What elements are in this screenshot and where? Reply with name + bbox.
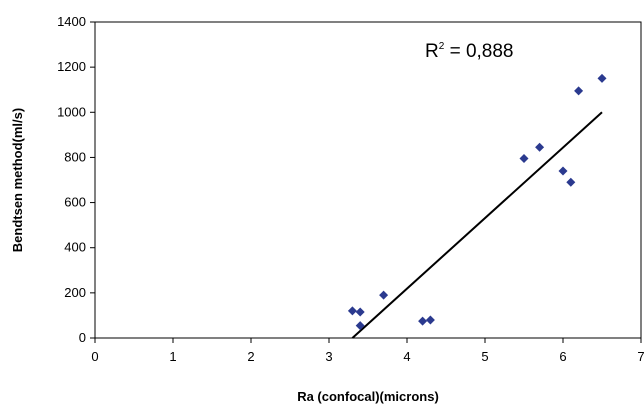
x-tick-label: 0: [91, 349, 98, 364]
r-squared-annotation: R2 = 0,888: [425, 41, 514, 62]
data-point: [566, 177, 576, 187]
y-tick-label: 0: [79, 330, 86, 345]
data-point: [535, 142, 545, 152]
data-point: [597, 73, 607, 83]
data-point: [558, 166, 568, 176]
data-point: [519, 154, 529, 164]
data-point: [347, 306, 357, 316]
points-layer: [347, 73, 607, 331]
y-tick-label: 800: [64, 149, 86, 164]
data-point: [355, 307, 365, 317]
r-squared-value: = 0,888: [444, 41, 513, 62]
x-axis-title: Ra (confocal)(microns): [297, 389, 439, 404]
data-point: [379, 290, 389, 300]
y-axis-title: Bendtsen method(ml/s): [10, 108, 25, 252]
data-point: [425, 315, 435, 325]
y-tick-label: 1200: [57, 59, 86, 74]
y-tick-label: 1400: [57, 14, 86, 29]
y-tick-label: 400: [64, 240, 86, 255]
data-point: [355, 321, 365, 331]
r-squared-superscript: 2: [439, 41, 445, 52]
plot-area: [94, 21, 642, 339]
data-point: [574, 86, 584, 96]
y-tick-label: 200: [64, 285, 86, 300]
x-tick-label: 3: [325, 349, 332, 364]
x-tick-label: 1: [169, 349, 176, 364]
x-tick-label: 4: [403, 349, 410, 364]
trendline-layer: [351, 111, 603, 339]
x-axis: 0 1 2 3 4 5 6 7: [91, 338, 644, 364]
data-point: [418, 316, 428, 326]
r-squared-base: R: [425, 41, 439, 62]
y-axis: 0 200 400 600 800 1000 1200 1400: [57, 14, 95, 345]
y-tick-label: 600: [64, 195, 86, 210]
trendline: [351, 111, 603, 339]
x-tick-label: 6: [559, 349, 566, 364]
y-tick-label: 1000: [57, 104, 86, 119]
x-tick-label: 2: [247, 349, 254, 364]
x-tick-label: 5: [481, 349, 488, 364]
x-tick-label: 7: [637, 349, 644, 364]
